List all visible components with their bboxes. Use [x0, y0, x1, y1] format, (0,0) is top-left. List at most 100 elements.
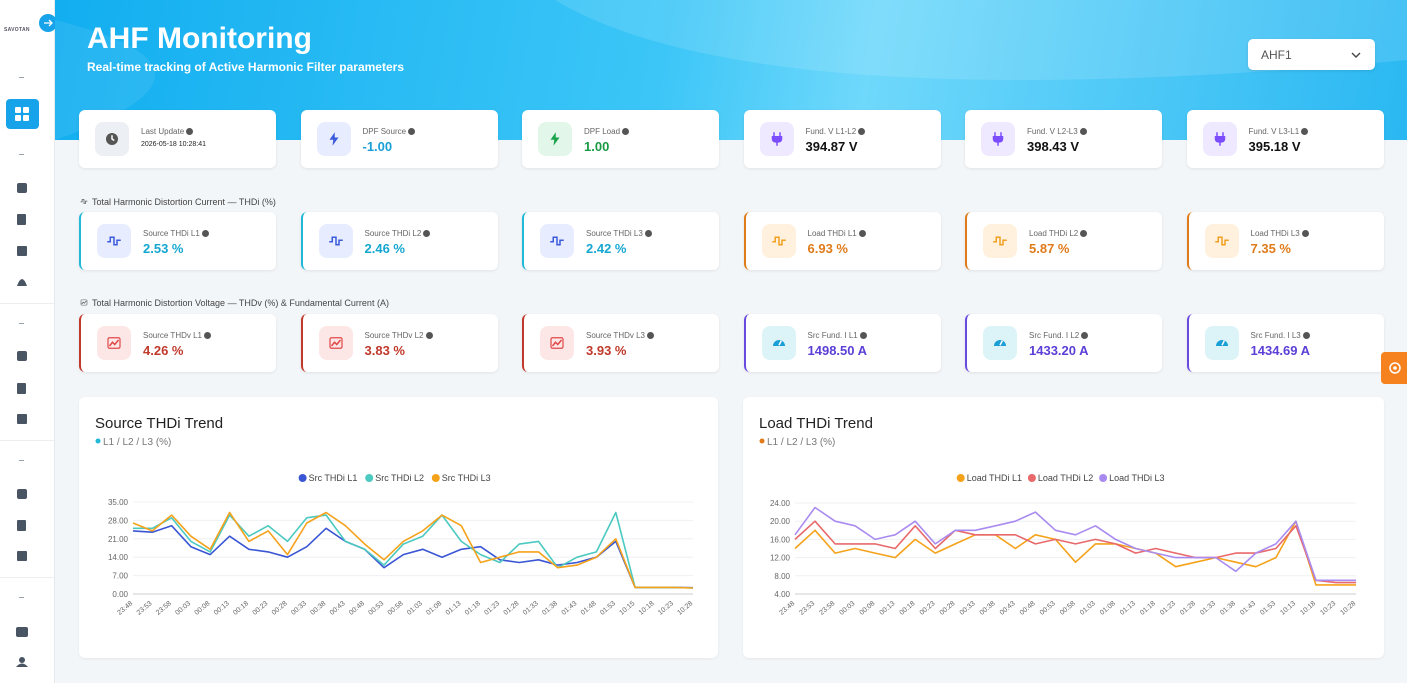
- icon-box: [759, 122, 794, 156]
- x-tick-label: 01:08: [1099, 600, 1117, 617]
- card-label-text: Fund. V L1-L2: [805, 127, 857, 136]
- chart-subtitle: L1 / L2 / L3 (%): [767, 437, 835, 448]
- icon-box: [540, 326, 574, 360]
- series-line: [794, 520, 1356, 584]
- section-title: Total Harmonic Distortion Current — THDi…: [79, 197, 276, 207]
- card-label-text: Src Fund. I L3: [1250, 331, 1301, 340]
- x-tick-label: 01:08: [425, 600, 443, 617]
- x-tick-label: 00:28: [939, 600, 957, 617]
- y-tick-label: 16.00: [770, 535, 791, 544]
- x-tick-label: 10:15: [618, 600, 636, 617]
- device-select-value: AHF1: [1261, 48, 1292, 62]
- info-icon: [858, 230, 866, 237]
- stat-card: Load THDi L3 7.35 %: [1186, 212, 1384, 270]
- x-tick-label: 01:38: [1219, 600, 1237, 617]
- x-tick-label: 00:08: [194, 600, 212, 617]
- info-icon: [1301, 128, 1309, 135]
- x-tick-label: 00:43: [999, 600, 1017, 617]
- icon: [1214, 132, 1225, 146]
- x-tick-label: 23:48: [778, 600, 796, 617]
- section-icon: [80, 299, 88, 306]
- x-tick-label: 00:53: [1039, 600, 1057, 617]
- card-value: 1498.50 A: [807, 343, 868, 358]
- card-value: 2.53 %: [143, 241, 184, 256]
- card-label-text: Source THDv L3: [586, 331, 645, 340]
- y-tick-label: 0.00: [112, 590, 128, 599]
- x-tick-label: 23:53: [136, 600, 154, 617]
- card-value: 4.26 %: [143, 343, 184, 358]
- icon-box: [1202, 122, 1237, 156]
- card-value: 394.87 V: [805, 139, 858, 154]
- icon: [550, 236, 564, 246]
- header: AHF Monitoring Real-time tracking of Act…: [55, 0, 1407, 140]
- x-tick-label: 10:13: [1279, 600, 1297, 617]
- stat-card: Fund. V L1-L2 394.87 V: [743, 110, 941, 168]
- x-tick-label: 01:23: [483, 600, 501, 617]
- x-tick-label: 00:53: [367, 600, 385, 617]
- card-value: 3.83 %: [364, 343, 405, 358]
- card-label-text: Source THDv L1: [143, 331, 202, 340]
- collapse-button[interactable]: [38, 13, 58, 33]
- info-icon: [622, 128, 630, 135]
- card-label-text: Source THDi L2: [364, 229, 422, 238]
- series-line: [794, 506, 1356, 582]
- x-tick-label: 01:18: [1139, 600, 1157, 617]
- y-tick-label: 14.00: [108, 553, 129, 562]
- legend-marker: [298, 474, 307, 482]
- card-label: Src Fund. I L1: [808, 331, 867, 340]
- legend-marker: [431, 474, 440, 482]
- info-icon: [201, 230, 209, 237]
- icon-box: [316, 122, 351, 156]
- stat-card: Fund. V L3-L1 395.18 V: [1186, 110, 1384, 168]
- y-tick-label: 8.00: [774, 572, 790, 581]
- device-select[interactable]: AHF1: [1248, 39, 1375, 70]
- y-tick-label: 35.00: [108, 498, 129, 507]
- x-tick-label: 10:23: [1319, 600, 1337, 617]
- card-label-text: DPF Source: [362, 127, 407, 136]
- section-title-text: Total Harmonic Distortion Voltage — THDv…: [92, 298, 389, 308]
- section-title: Total Harmonic Distortion Voltage — THDv…: [79, 298, 389, 308]
- card-label-text: Fund. V L2-L3: [1027, 127, 1078, 136]
- x-tick-label: 01:43: [1239, 600, 1257, 617]
- card-label: Source THDv L3: [586, 331, 654, 340]
- settings-button[interactable]: [1381, 352, 1407, 384]
- card-value: 3.93 %: [586, 343, 627, 358]
- card-value: 395.18 V: [1248, 139, 1301, 154]
- icon: [550, 337, 564, 349]
- stat-card: Last Update 2026-05-18 10:28:41: [79, 110, 276, 168]
- card-label-text: Source THDi L1: [143, 229, 200, 238]
- icon: [994, 340, 1006, 346]
- icon-box: [761, 224, 796, 258]
- chart: Source THDi Trend L1 / L2 / L3 (%) 0.00 7.0…: [95, 415, 694, 617]
- stat-card: Source THDi L3 2.42 %: [522, 212, 719, 270]
- legend-label: Src THDi L1: [309, 473, 358, 483]
- info-icon: [858, 128, 866, 135]
- x-tick-label: 00:38: [979, 600, 997, 617]
- icon: [1214, 236, 1229, 246]
- card-value: 7.35 %: [1250, 241, 1291, 256]
- icon-box: [97, 326, 131, 360]
- icon: [107, 236, 121, 246]
- x-tick-label: 10:18: [638, 600, 656, 617]
- info-icon: [1302, 332, 1310, 339]
- x-tick-label: 23:58: [818, 600, 836, 617]
- y-tick-label: 4.00: [774, 590, 790, 599]
- card-label: Load THDi L1: [808, 229, 866, 238]
- stat-card: DPF Load 1.00: [522, 110, 719, 168]
- x-tick-label: 10:28: [1339, 600, 1357, 617]
- card-label: Load THDi L3: [1251, 229, 1309, 238]
- x-tick-label: 00:43: [329, 600, 347, 617]
- stat-card: Load THDi L1 6.93 %: [743, 212, 941, 270]
- chart-title: Load THDi Trend: [759, 415, 873, 432]
- info-icon: [425, 332, 433, 339]
- icon: [992, 132, 1004, 146]
- x-tick-label: 01:43: [560, 600, 578, 617]
- info-icon: [408, 128, 416, 135]
- x-tick-label: 00:23: [919, 600, 937, 617]
- section-icon: [80, 199, 88, 204]
- icon: [329, 132, 338, 146]
- x-tick-label: 00:18: [232, 600, 250, 617]
- card-label-text: Src Fund. I L1: [807, 331, 858, 340]
- icon-box: [95, 122, 129, 156]
